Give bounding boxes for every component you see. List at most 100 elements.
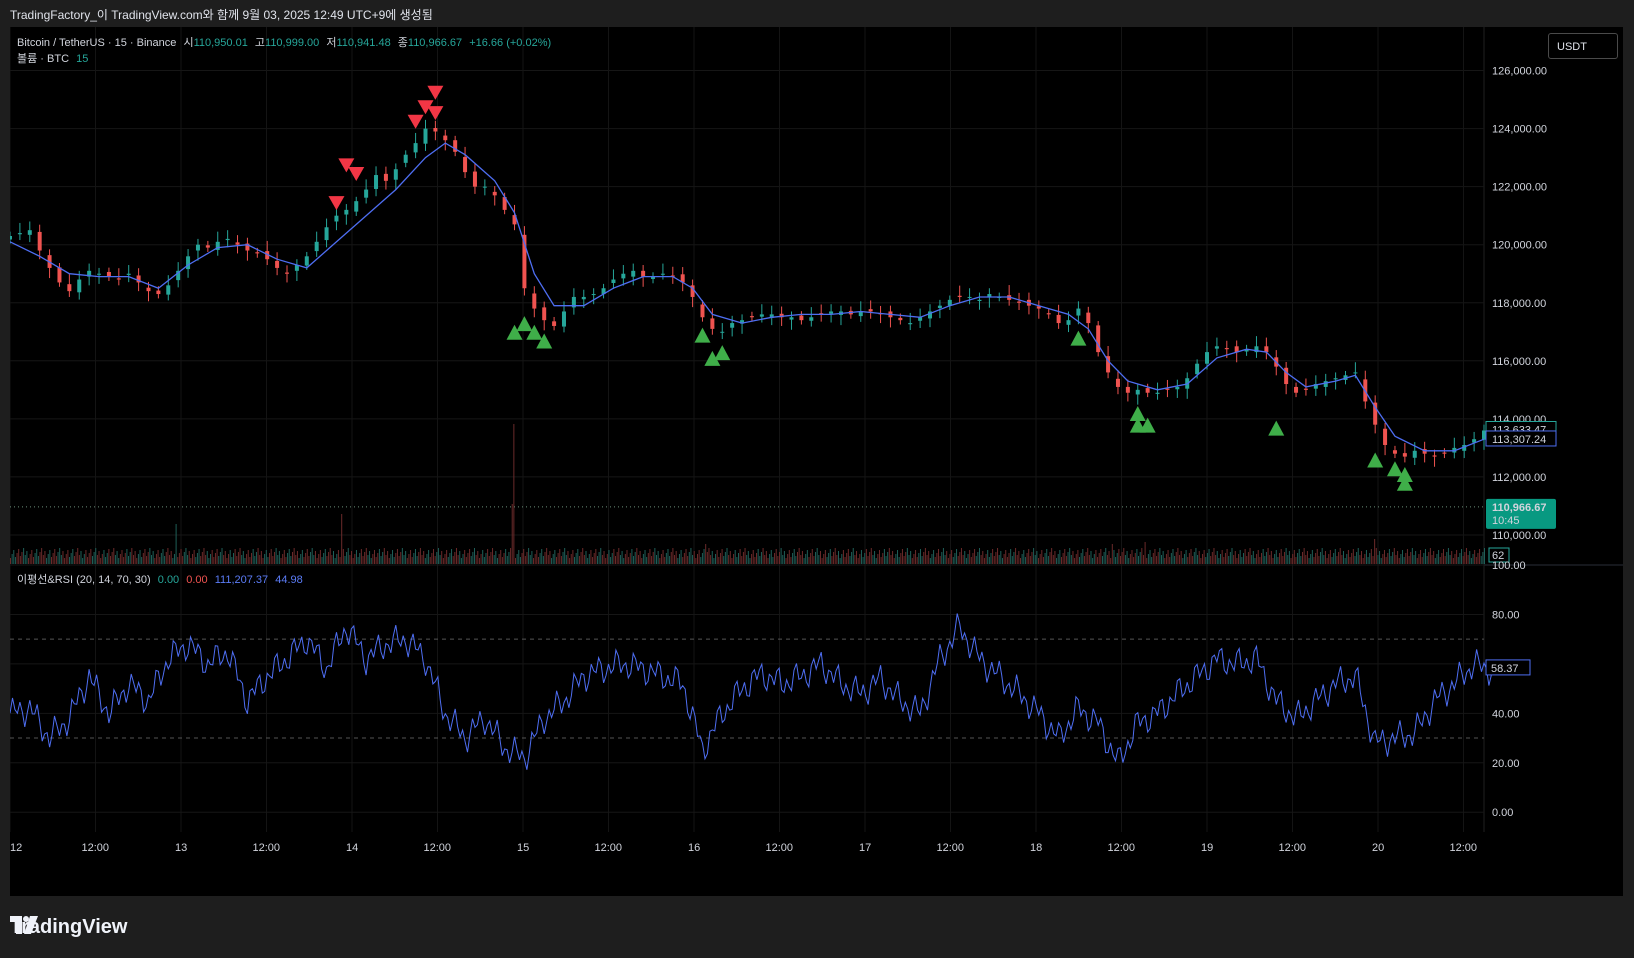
volume-bar bbox=[783, 551, 785, 564]
volume-bar bbox=[565, 555, 567, 564]
volume-bar bbox=[1049, 552, 1051, 564]
candle-body bbox=[789, 317, 794, 320]
volume-bar bbox=[1074, 558, 1076, 564]
volume-bar bbox=[1229, 552, 1231, 564]
volume-bar bbox=[1139, 552, 1141, 564]
volume-bar bbox=[93, 552, 95, 564]
volume-bar bbox=[1015, 548, 1017, 564]
brand-name: TradingView bbox=[10, 916, 128, 938]
tradingview-brand[interactable]: TradingView bbox=[10, 916, 127, 939]
volume-bar bbox=[369, 551, 371, 564]
volume-bar bbox=[490, 552, 492, 564]
volume-bar bbox=[285, 557, 287, 564]
volume-bar bbox=[557, 553, 559, 564]
volume-bar bbox=[598, 552, 600, 564]
volume-bar bbox=[182, 556, 184, 564]
volume-bar bbox=[1375, 548, 1377, 564]
volume-bar bbox=[587, 558, 589, 564]
volume-bar bbox=[1213, 548, 1215, 564]
volume-bar bbox=[801, 551, 803, 564]
chart-svg[interactable]: 126,000.00 124,000.00 122,000.00 120,000.00… bbox=[10, 27, 1623, 896]
volume-bar bbox=[957, 556, 959, 564]
volume-bar bbox=[69, 557, 71, 564]
candle-body bbox=[1313, 384, 1318, 389]
candle-body bbox=[57, 267, 62, 283]
volume-bar bbox=[1079, 557, 1081, 564]
volume-bar bbox=[675, 551, 677, 564]
volume-bar bbox=[554, 550, 556, 564]
volume-bar bbox=[232, 553, 234, 564]
volume-bar bbox=[1390, 556, 1392, 564]
volume-bar bbox=[487, 549, 489, 564]
volume-bar bbox=[424, 558, 426, 564]
symbol-legend: Bitcoin / TetherUS · 15 · Binance 시110,9… bbox=[17, 34, 555, 50]
volume-bar bbox=[380, 556, 382, 564]
candle-body bbox=[1135, 389, 1140, 395]
volume-bar bbox=[200, 556, 202, 564]
last-price-tag[interactable] bbox=[1486, 498, 1556, 529]
candle-body bbox=[710, 318, 715, 329]
countdown-text: 10:45 bbox=[1492, 515, 1520, 527]
volume-bar bbox=[503, 553, 505, 564]
volume-bar bbox=[1133, 557, 1135, 564]
volume-bar bbox=[938, 549, 940, 564]
volume-bar bbox=[1482, 552, 1484, 564]
chart-area[interactable]: 126,000.00 124,000.00 122,000.00 120,000.00… bbox=[10, 27, 1623, 896]
volume-bar bbox=[777, 556, 779, 564]
candle-body bbox=[1115, 378, 1120, 387]
volume-bar bbox=[341, 514, 343, 564]
volume-bar bbox=[116, 551, 118, 564]
volume-label[interactable]: 볼륨 · BTC bbox=[17, 53, 70, 65]
volume-bar bbox=[46, 558, 48, 564]
volume-bar bbox=[859, 554, 861, 564]
volume-bar bbox=[593, 553, 595, 564]
volume-bar bbox=[1451, 551, 1453, 564]
volume-bar bbox=[674, 555, 676, 564]
time-axis-label: 12:00 bbox=[424, 842, 452, 854]
buy-signal-marker bbox=[1268, 420, 1285, 436]
volume-bar bbox=[751, 554, 753, 564]
volume-bar bbox=[941, 552, 943, 564]
currency-button[interactable]: USDT bbox=[1548, 33, 1618, 59]
volume-bar bbox=[875, 558, 877, 564]
volume-bar bbox=[121, 550, 123, 564]
time-axis-label: 12:00 bbox=[595, 842, 623, 854]
rsi-label[interactable]: 이평선&RSI (20, 14, 70, 30) bbox=[17, 574, 151, 586]
volume-bar bbox=[665, 553, 667, 564]
symbol-name[interactable]: Bitcoin / TetherUS · 15 · Binance bbox=[17, 37, 177, 49]
volume-bar bbox=[1242, 553, 1244, 564]
volume-bar bbox=[1380, 558, 1382, 564]
volume-bar bbox=[90, 549, 92, 564]
volume-bar bbox=[387, 551, 389, 564]
volume-bar bbox=[767, 558, 769, 564]
volume-bar bbox=[447, 557, 449, 564]
volume-bar bbox=[64, 558, 66, 564]
volume-bar bbox=[1313, 557, 1315, 564]
volume-bar bbox=[1033, 548, 1035, 564]
volume-bar bbox=[1449, 555, 1451, 564]
volume-bar bbox=[1370, 549, 1372, 564]
candle-body bbox=[631, 270, 636, 277]
volume-bar bbox=[1254, 558, 1256, 564]
volume-bar bbox=[1457, 557, 1459, 564]
volume-bar bbox=[162, 549, 164, 564]
volume-bar bbox=[498, 554, 500, 564]
candle-body bbox=[195, 244, 200, 251]
volume-bar bbox=[474, 548, 476, 564]
volume-bar bbox=[872, 555, 874, 564]
volume-bar bbox=[757, 549, 759, 564]
volume-bar bbox=[167, 548, 169, 564]
volume-bar bbox=[1379, 551, 1381, 564]
volume-bar bbox=[108, 549, 110, 564]
volume-bar bbox=[16, 553, 18, 564]
volume-bar bbox=[1038, 558, 1040, 564]
candle-body bbox=[403, 154, 408, 163]
volume-bar bbox=[1306, 551, 1308, 564]
candle-body bbox=[1234, 346, 1239, 353]
volume-bar bbox=[1267, 548, 1269, 564]
volume-bar bbox=[136, 558, 138, 564]
volume-bar bbox=[1454, 554, 1456, 564]
volume-bar bbox=[236, 556, 238, 564]
volume-bar bbox=[1103, 552, 1105, 564]
volume-bar bbox=[1239, 550, 1241, 564]
